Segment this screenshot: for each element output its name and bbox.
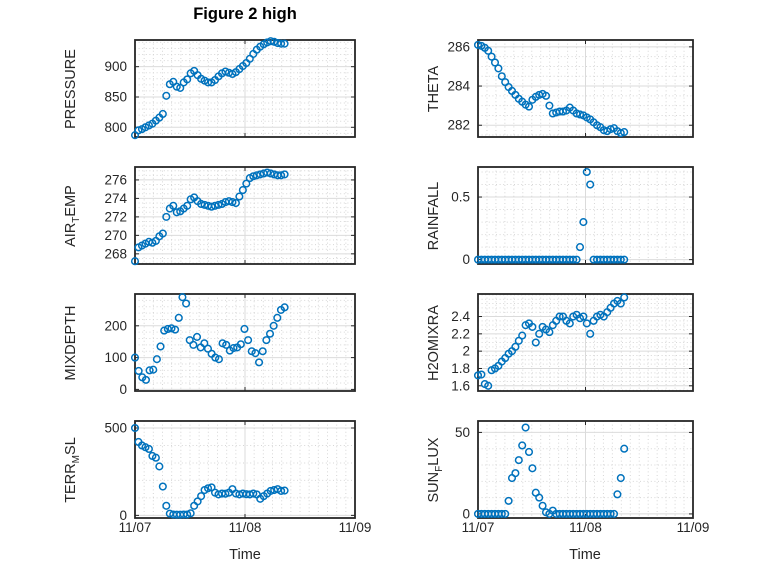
y-tick-label: 268 [104, 246, 127, 261]
y-tick-label: 200 [104, 318, 127, 333]
y-tick-label: 270 [104, 228, 127, 243]
x-axis-label-left: Time [229, 547, 261, 563]
y-tick-label: 500 [104, 420, 127, 435]
figure-title: Figure 2 high [193, 5, 297, 23]
y-tick-label: 0 [119, 382, 127, 397]
y-tick-label: 0 [119, 508, 127, 523]
subplot-terr-msl-canvas: 0 500 [104, 420, 356, 523]
ylabel-sun-flux: SUNFLUX [426, 437, 445, 502]
subplot-mixdepth-canvas: 0 100 200 [104, 293, 356, 397]
y-tick-label: 850 [104, 89, 127, 104]
subplot-h2omixra-canvas: 1.6 1.8 2 2.2 2.4 [451, 293, 694, 393]
x-tick-label: 11/09 [338, 520, 372, 535]
y-tick-label: 0.5 [451, 190, 470, 205]
y-tick-label: 1.8 [451, 361, 470, 376]
y-tick-label: 284 [447, 79, 470, 94]
subplot-airtemp-canvas: 268 270 272 274 276 [104, 166, 356, 266]
x-tick-label: 11/07 [461, 520, 495, 535]
x-axis-label-right: Time [569, 547, 601, 563]
y-tick-label: 276 [104, 172, 127, 187]
x-tick-label: 11/08 [228, 520, 262, 535]
y-tick-label: 100 [104, 350, 127, 365]
x-tick-label: 11/09 [676, 520, 710, 535]
y-tick-label: 2.2 [451, 326, 470, 341]
subplot-pressure-canvas: 800 850 900 [104, 37, 356, 140]
y-tick-label: 272 [104, 209, 127, 224]
subplot-rainfall-canvas: 00.5 [451, 166, 694, 267]
ylabel-terr-msl: TERRMSL [63, 436, 82, 503]
y-tick-label: 2 [462, 344, 470, 359]
y-tick-label: 1.6 [451, 378, 470, 393]
y-tick-label: 282 [447, 118, 470, 133]
y-tick-label: 800 [104, 120, 127, 135]
x-tick-label: 11/08 [569, 520, 602, 535]
subplot-theta-canvas: 282 284 286 [447, 39, 694, 138]
y-tick-label: 0 [462, 506, 470, 521]
subplot-sun-flux-canvas: 0 50 [455, 420, 694, 521]
y-tick-label: 50 [455, 425, 470, 440]
y-tick-label: 286 [447, 39, 470, 54]
y-tick-label: 2.4 [451, 309, 470, 324]
y-tick-label: 0 [462, 252, 470, 267]
y-tick-label: 274 [104, 191, 127, 206]
x-tick-label: 11/07 [118, 520, 152, 535]
y-tick-label: 900 [104, 59, 127, 74]
